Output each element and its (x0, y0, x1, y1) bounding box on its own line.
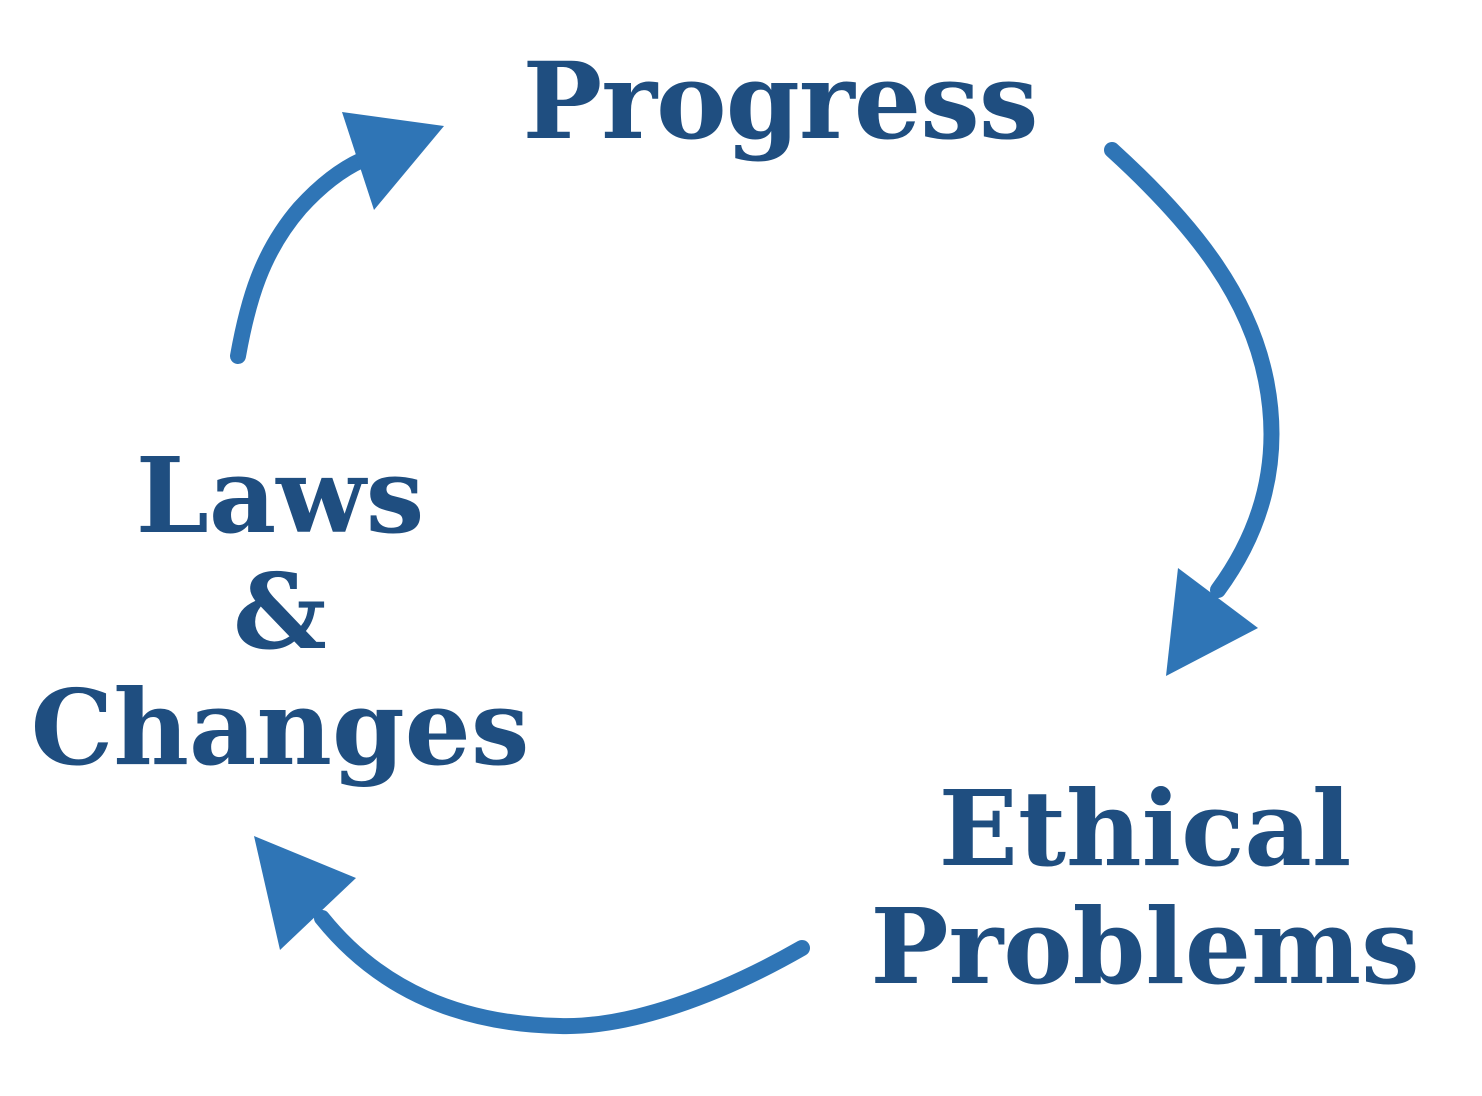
arrow-progress-to-ethical-head-icon (1166, 568, 1258, 676)
arrow-laws-to-progress-shaft-icon (230, 152, 370, 364)
arrow-ethical-to-laws-head-icon (254, 836, 356, 950)
arrow-ethical-to-laws (254, 836, 810, 1035)
arrow-progress-to-ethical (1104, 142, 1280, 676)
node-progress-line: Progress (522, 38, 1038, 163)
node-laws-changes-line-3: Changes (30, 666, 530, 789)
arrow-laws-to-progress-head-icon (342, 112, 444, 210)
arrow-ethical-to-laws-shaft-icon (314, 910, 810, 1035)
node-laws-changes-line-1: Laws (135, 434, 425, 557)
node-ethical-problems-line-2: Problems (870, 885, 1420, 1008)
node-progress: Progress (500, 48, 1060, 154)
node-ethical-problems-line-1: Ethical (938, 767, 1352, 890)
arrow-progress-to-ethical-shaft-icon (1104, 142, 1280, 598)
node-ethical-problems: Ethical Problems (840, 770, 1450, 1006)
arrow-laws-to-progress (230, 112, 444, 364)
node-laws-changes: Laws & Changes (20, 438, 540, 786)
node-laws-changes-line-2: & (233, 550, 327, 673)
